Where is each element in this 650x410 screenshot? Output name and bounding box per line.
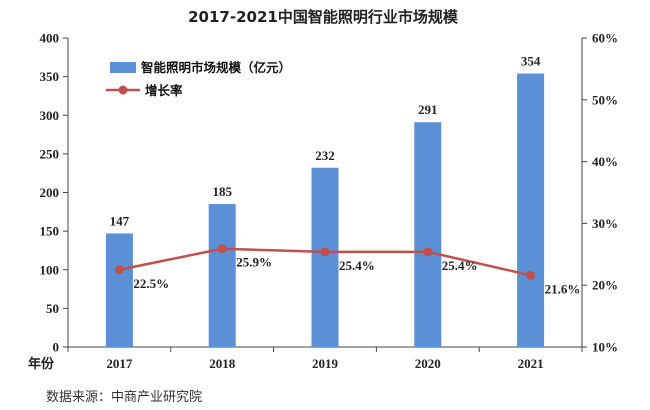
right-tick-label: 20% xyxy=(592,278,618,293)
growth-point xyxy=(217,244,227,254)
left-tick-label: 50 xyxy=(46,301,59,316)
bar xyxy=(517,73,545,347)
left-tick-label: 250 xyxy=(40,146,60,161)
growth-value-label: 22.5% xyxy=(133,276,169,291)
axes: 0 50 100 150 200 250 300 350 400 10% 20% 30% 40% 50% 6… xyxy=(40,31,619,372)
x-tick-label: 2020 xyxy=(415,356,441,371)
growth-point xyxy=(423,247,433,257)
left-tick-label: 400 xyxy=(40,31,60,46)
bar-value-label: 291 xyxy=(418,102,438,117)
growth-point xyxy=(526,270,536,280)
left-tick-label: 0 xyxy=(53,340,60,355)
growth-value-label: 25.4% xyxy=(442,258,478,273)
left-tick-label: 150 xyxy=(40,224,60,239)
bar-value-label: 354 xyxy=(521,54,541,69)
bars: 147 185 232 291 354 xyxy=(105,54,545,347)
growth-value-label: 25.4% xyxy=(339,258,375,273)
growth-value-label: 21.6% xyxy=(545,281,581,296)
growth-value-label: 25.9% xyxy=(236,255,272,270)
bar-value-label: 232 xyxy=(315,148,335,163)
legend-bar-label: 智能照明市场规模（亿元） xyxy=(140,60,291,75)
source-note: 数据来源：中商产业研究院 xyxy=(46,390,203,405)
left-tick-label: 350 xyxy=(40,69,60,84)
left-tick-label: 200 xyxy=(40,185,60,200)
growth-point xyxy=(114,265,124,275)
legend-line-marker xyxy=(118,85,128,95)
x-tick-label: 2021 xyxy=(518,356,544,371)
legend-bar-swatch xyxy=(110,62,136,73)
left-tick-label: 300 xyxy=(40,108,60,123)
legend-line-label: 增长率 xyxy=(145,83,183,98)
bar xyxy=(414,122,442,347)
growth-point xyxy=(320,247,330,257)
right-tick-label: 30% xyxy=(592,216,618,231)
bar-value-label: 147 xyxy=(110,213,130,228)
right-tick-label: 50% xyxy=(592,92,618,107)
x-tick-label: 2018 xyxy=(209,356,236,371)
bar xyxy=(311,167,339,347)
x-axis-heading: 年份 xyxy=(28,356,55,372)
x-tick-label: 2017 xyxy=(106,356,133,371)
chart-title: 2017-2021中国智能照明行业市场规模 xyxy=(188,8,459,26)
left-tick-label: 100 xyxy=(40,262,60,277)
right-tick-label: 60% xyxy=(592,31,618,46)
right-tick-label: 40% xyxy=(592,154,618,169)
bar xyxy=(208,204,236,347)
right-tick-label: 10% xyxy=(592,340,618,355)
growth-line: 22.5% 25.9% 25.4% 25.4% 21.6% xyxy=(114,244,581,296)
x-tick-label: 2019 xyxy=(312,356,339,371)
bar-value-label: 185 xyxy=(212,184,232,199)
bar xyxy=(105,233,133,347)
legend: 智能照明市场规模（亿元） 增长率 xyxy=(106,60,291,98)
